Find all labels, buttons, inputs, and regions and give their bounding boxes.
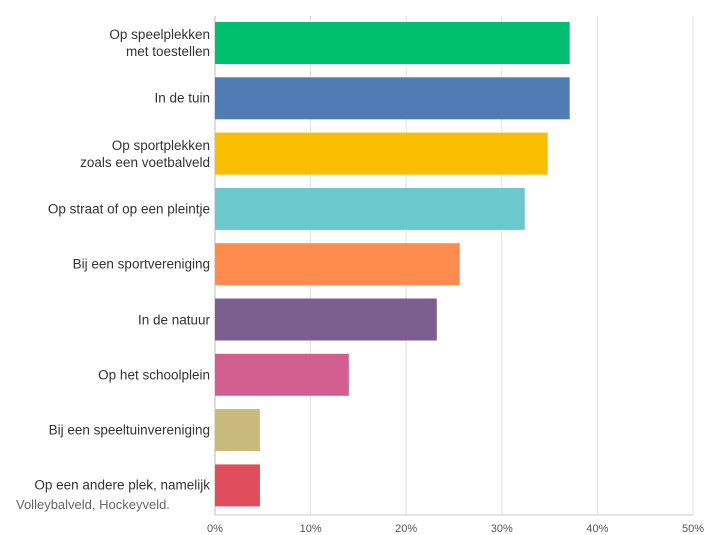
x-tick-label: 20% — [395, 523, 417, 535]
bar — [215, 243, 460, 286]
bar — [215, 464, 260, 507]
bar — [215, 22, 570, 64]
bar — [215, 409, 260, 452]
category-label: Op speelplekken met toestellen — [109, 27, 210, 59]
category-label: Op het schoolplein — [98, 367, 210, 383]
category-label: Op sportplekken zoals een voetbalveld — [80, 137, 210, 170]
bar — [215, 298, 437, 341]
x-tick-label: 30% — [491, 523, 513, 535]
bar — [215, 187, 525, 230]
x-tick-label: 50% — [682, 523, 704, 535]
bar — [215, 353, 349, 396]
bar — [215, 77, 570, 120]
bar — [215, 132, 548, 175]
category-label: In de natuur — [137, 312, 210, 327]
x-tick-label: 10% — [300, 523, 322, 535]
x-tick-label: 0% — [207, 523, 223, 535]
annotation: Volleybalveld, Hockeyveld. — [16, 497, 170, 512]
category-label: Op een andere plek, namelijk — [34, 477, 210, 493]
category-label: Bij een sportvereniging — [72, 256, 210, 272]
category-label: In de tuin — [154, 90, 210, 106]
category-label: Op straat of op een pleintje — [47, 201, 210, 217]
category-label: Bij een speeltuinvereniging — [48, 422, 210, 438]
x-tick-label: 40% — [586, 523, 608, 535]
